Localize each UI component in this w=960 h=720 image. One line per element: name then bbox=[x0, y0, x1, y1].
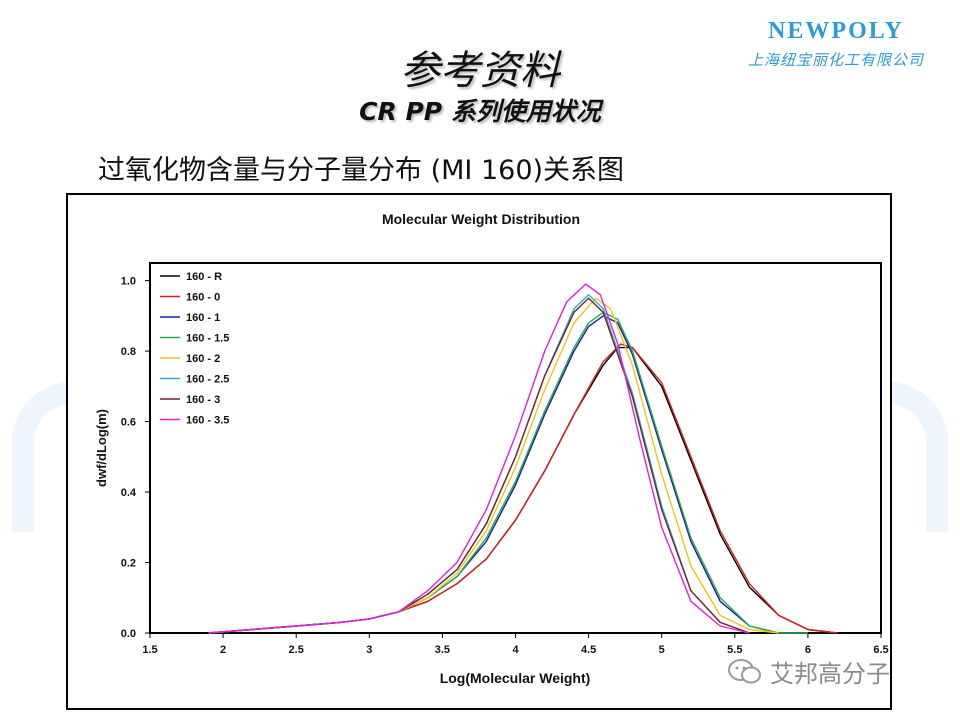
slide-title: 参考资料 bbox=[400, 48, 560, 94]
slide-heading: 过氧化物含量与分子量分布 (MI 160)关系图 bbox=[98, 155, 625, 186]
y-tick-label: 0.2 bbox=[121, 558, 136, 570]
x-tick-label: 3.5 bbox=[435, 644, 450, 656]
watermark: 艾邦高分子 bbox=[728, 654, 890, 689]
logo-brand: NEWPOLY bbox=[768, 18, 904, 44]
plot-area bbox=[149, 262, 882, 634]
x-tick-label: 4 bbox=[512, 644, 519, 656]
y-axis: 0.0 0.2 0.4 0.6 0.8 1.0 bbox=[121, 276, 150, 640]
y-tick-label: 0.4 bbox=[121, 487, 137, 499]
newpoly-logo: NEWPOLY 上海纽宝丽化工有限公司 bbox=[726, 18, 946, 70]
x-tick-label: 6 bbox=[805, 644, 811, 656]
watermark-text: 艾邦高分子 bbox=[770, 660, 890, 688]
series-line-7 bbox=[208, 283, 750, 634]
y-tick-label: 0.8 bbox=[121, 346, 136, 358]
x-tick-label: 1.5 bbox=[142, 644, 157, 656]
legend-label: 160 - 0 bbox=[186, 292, 220, 304]
logo-company-name: 上海纽宝丽化工有限公司 bbox=[747, 51, 924, 69]
x-axis: 1.5 2 2.5 3 3.5 4 4.5 5 5.5 6 6.5 bbox=[142, 633, 889, 656]
legend-label: 160 - 1 bbox=[186, 312, 220, 324]
wechat-icon bbox=[728, 658, 761, 683]
y-tick-label: 0.6 bbox=[121, 417, 136, 429]
legend-label: 160 - 2.5 bbox=[186, 374, 229, 386]
y-axis-label: dwf/dLog(m) bbox=[94, 409, 109, 487]
x-tick-label: 3 bbox=[366, 644, 372, 656]
x-tick-label: 2 bbox=[220, 644, 226, 656]
legend: 160 - R 160 - 0 160 - 1 160 - 1.5 160 - 2 160… bbox=[160, 271, 229, 427]
x-tick-label: 2.5 bbox=[289, 644, 304, 656]
series-lines bbox=[208, 283, 838, 634]
mwd-chart: Molecular Weight Distribution 1.5 2 2.5 3 3.… bbox=[94, 211, 889, 686]
legend-label: 160 - 2 bbox=[186, 353, 220, 365]
x-axis-label: Log(Molecular Weight) bbox=[440, 670, 591, 686]
legend-label: 160 - 3.5 bbox=[186, 415, 229, 427]
chart-title: Molecular Weight Distribution bbox=[382, 211, 580, 227]
legend-label: 160 - R bbox=[186, 271, 222, 283]
legend-label: 160 - 3 bbox=[186, 394, 220, 406]
x-tick-label: 4.5 bbox=[581, 644, 596, 656]
x-tick-label: 5.5 bbox=[727, 644, 742, 656]
y-tick-label: 1.0 bbox=[121, 276, 136, 288]
chart-frame: Molecular Weight Distribution 1.5 2 2.5 3 3.… bbox=[66, 193, 892, 710]
y-tick-label: 0.0 bbox=[121, 628, 136, 640]
slide-subtitle: CR PP 系列使用状况 bbox=[359, 97, 601, 126]
legend-label: 160 - 1.5 bbox=[186, 333, 229, 345]
x-tick-label: 6.5 bbox=[873, 644, 888, 656]
x-tick-label: 5 bbox=[659, 644, 665, 656]
